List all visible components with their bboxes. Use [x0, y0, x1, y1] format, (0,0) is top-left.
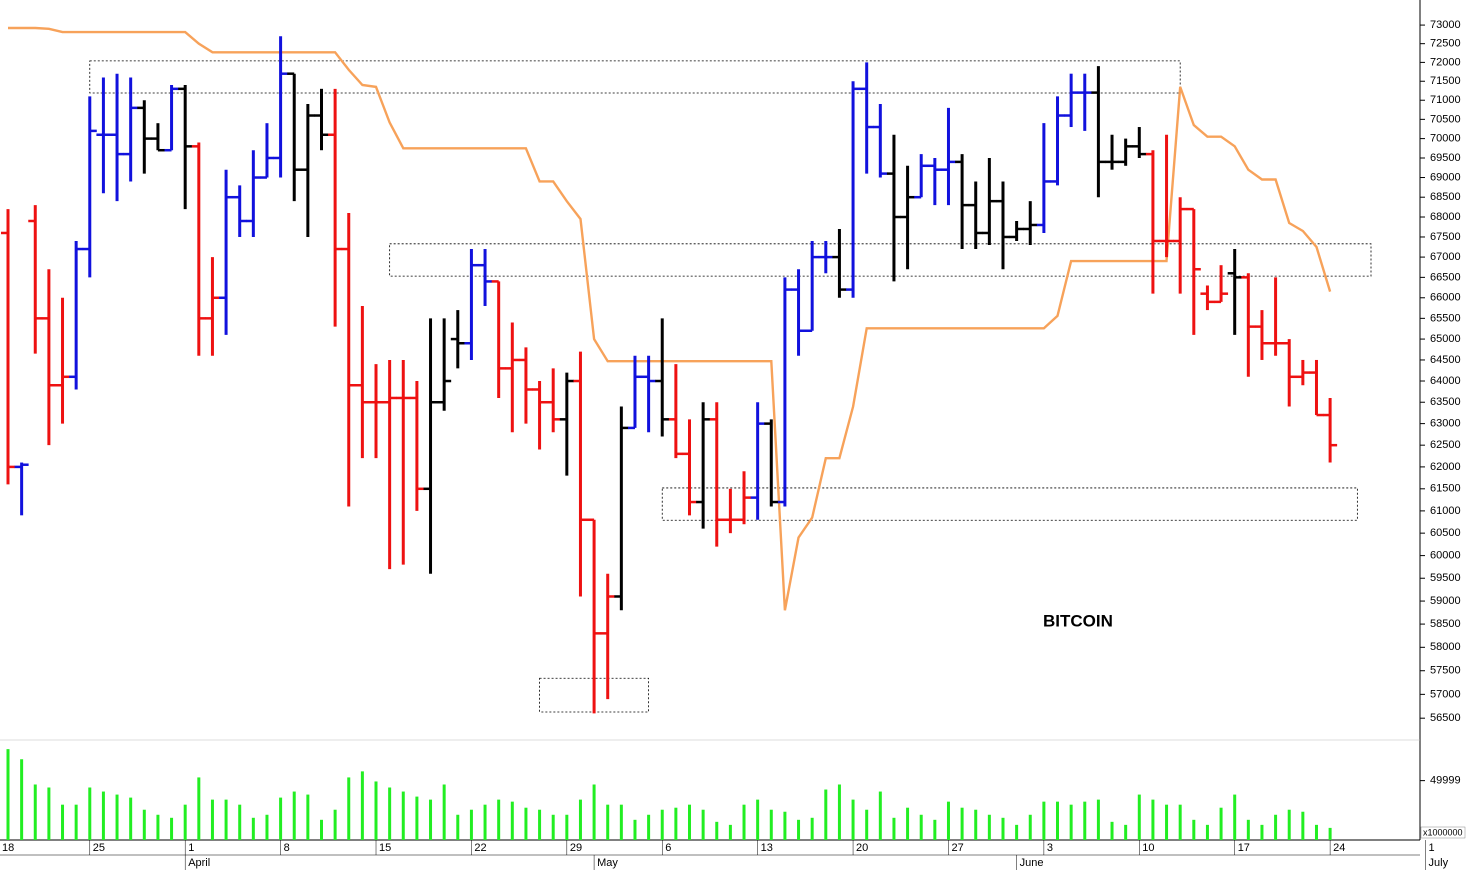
y-tick-label: 72000 — [1430, 56, 1461, 68]
volume-tick-label: 49999 — [1430, 775, 1461, 787]
y-tick-label: 65500 — [1430, 312, 1461, 324]
x-tick-label: 1 — [1429, 842, 1435, 854]
y-tick-label: 68500 — [1430, 191, 1461, 203]
y-tick-label: 56500 — [1430, 712, 1461, 724]
y-tick-label: 64000 — [1430, 375, 1461, 387]
x-tick-label: 20 — [856, 842, 868, 854]
x-tick-label: 25 — [93, 842, 105, 854]
y-tick-label: 60500 — [1430, 527, 1461, 539]
y-tick-label: 70500 — [1430, 113, 1461, 125]
volume-unit: x1000000 — [1423, 827, 1463, 837]
zone — [661, 487, 1358, 521]
month-label: July — [1429, 857, 1449, 869]
x-tick-label: 15 — [379, 842, 391, 854]
zone — [389, 243, 1372, 277]
x-tick-label: 1 — [188, 842, 194, 854]
month-label: May — [597, 857, 618, 869]
y-tick-label: 59000 — [1430, 595, 1461, 607]
y-tick-label: 64500 — [1430, 354, 1461, 366]
y-tick-label: 69000 — [1430, 171, 1461, 183]
y-tick-label: 63000 — [1430, 418, 1461, 430]
chart-title: BITCOIN — [1043, 611, 1113, 630]
month-label: April — [188, 857, 210, 869]
y-tick-label: 67000 — [1430, 251, 1461, 263]
y-tick-label: 61000 — [1430, 505, 1461, 517]
y-tick-label: 62000 — [1430, 461, 1461, 473]
y-tick-label: 69500 — [1430, 152, 1461, 164]
y-tick-label: 72500 — [1430, 38, 1461, 50]
x-tick-label: 24 — [1333, 842, 1345, 854]
y-tick-label: 71500 — [1430, 75, 1461, 87]
y-tick-label: 58000 — [1430, 641, 1461, 653]
x-tick-label: 3 — [1047, 842, 1053, 854]
x-tick-label: 27 — [951, 842, 963, 854]
y-tick-label: 65000 — [1430, 333, 1461, 345]
x-tick-label: 6 — [665, 842, 671, 854]
y-tick-label: 60000 — [1430, 550, 1461, 562]
y-tick-label: 63500 — [1430, 396, 1461, 408]
y-tick-label: 68000 — [1430, 211, 1461, 223]
y-tick-label: 62500 — [1430, 439, 1461, 451]
x-tick-label: 8 — [284, 842, 290, 854]
x-tick-label: 13 — [761, 842, 773, 854]
volume-unit-box — [1420, 826, 1466, 839]
x-tick-label: 10 — [1142, 842, 1154, 854]
x-tick-label: 22 — [474, 842, 486, 854]
x-tick-label: 17 — [1238, 842, 1250, 854]
x-tick-label: 18 — [2, 842, 14, 854]
y-tick-label: 58500 — [1430, 618, 1461, 630]
y-tick-label: 70000 — [1430, 133, 1461, 145]
y-tick-label: 59500 — [1430, 572, 1461, 584]
y-tick-label: 66500 — [1430, 271, 1461, 283]
y-tick-label: 67500 — [1430, 231, 1461, 243]
y-tick-label: 57000 — [1430, 688, 1461, 700]
y-tick-label: 71000 — [1430, 94, 1461, 106]
zone — [89, 60, 1181, 94]
y-tick-label: 73000 — [1430, 19, 1461, 31]
y-tick-label: 61500 — [1430, 483, 1461, 495]
month-label: June — [1020, 857, 1044, 869]
stop-line — [8, 26, 1332, 611]
x-tick-label: 29 — [570, 842, 582, 854]
y-tick-label: 66000 — [1430, 292, 1461, 304]
y-tick-label: 57500 — [1430, 665, 1461, 677]
